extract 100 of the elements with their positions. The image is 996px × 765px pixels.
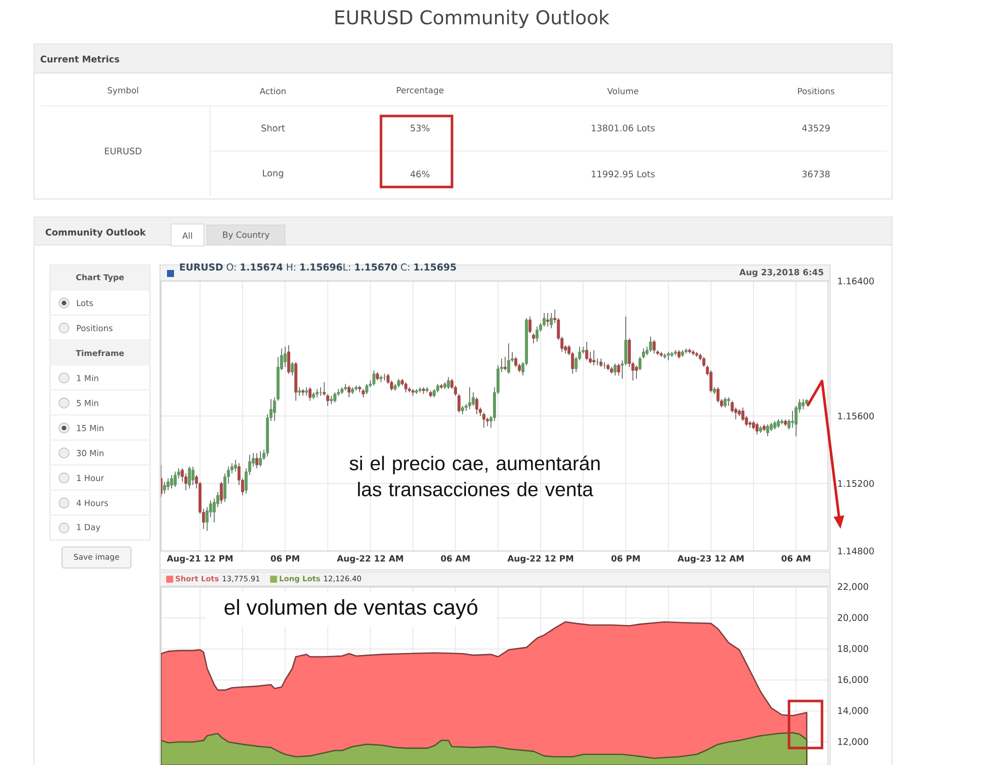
text: Community Outlook	[46, 228, 146, 238]
y-tick-label: 1.16400	[838, 278, 874, 284]
candlestick	[255, 452, 258, 469]
candlestick	[348, 385, 351, 398]
text: Short	[262, 124, 285, 132]
y-tick-label: 18,000	[838, 645, 868, 653]
x-tick-label: Aug-23 12 AM	[678, 555, 744, 564]
text: 13801.06 Lots	[592, 124, 655, 132]
text: 4 Hours	[76, 500, 108, 506]
candlestick	[507, 343, 510, 374]
text: Percentage	[396, 87, 444, 95]
candlestick	[166, 478, 170, 491]
annotation: si el precio cae, aumentarán las transacciones de venta	[350, 456, 600, 496]
candlestick	[446, 376, 450, 390]
candlestick	[206, 506, 209, 532]
text: Chart Type	[76, 274, 124, 282]
candlestick	[365, 384, 368, 394]
candlestick	[163, 482, 166, 494]
y-tick-label: 16,000	[838, 676, 868, 684]
candlestick	[794, 406, 798, 437]
x-tick-label: Aug-22 12 PM	[507, 555, 574, 564]
x-tick-label: Aug-22 12 AM	[336, 555, 403, 564]
x-tick-label: 06 AM	[440, 555, 470, 562]
candlestick	[287, 344, 290, 374]
candlestick	[599, 358, 602, 368]
candlestick	[290, 362, 294, 376]
candlestick	[344, 384, 347, 391]
candlestick	[258, 451, 262, 467]
text: Timeframe	[76, 350, 124, 356]
text: 11992.95 Lots	[592, 170, 655, 178]
y-tick-label: 12,000	[838, 738, 868, 746]
candlestick	[482, 412, 486, 428]
text: 5 Min	[76, 400, 98, 406]
candlestick	[170, 474, 174, 489]
candlestick	[766, 424, 770, 437]
candlestick	[702, 356, 706, 368]
candlestick	[188, 466, 191, 489]
annotation: el volumen de ventas cayó	[224, 598, 478, 620]
text: Action	[260, 88, 286, 94]
text: By Country	[223, 231, 270, 240]
candlestick	[532, 333, 536, 344]
text: 43529	[802, 124, 830, 132]
y-tick-label: 20,000	[838, 614, 868, 622]
candlestick	[617, 363, 620, 376]
y-tick-label: 1.15200	[838, 480, 874, 487]
text: 30 Min	[76, 450, 104, 456]
text: 15 Min	[77, 424, 104, 432]
candlestick	[709, 370, 712, 393]
candlestick	[649, 336, 652, 352]
candlestick	[592, 350, 596, 366]
text: EURUSD	[105, 148, 142, 154]
x-tick-label: 06 PM	[611, 555, 640, 562]
candlestick	[652, 340, 656, 354]
candlestick	[191, 466, 194, 486]
candlestick	[422, 387, 426, 394]
chart-subtitle: Aug 23,2018 6:45	[739, 268, 824, 278]
candlestick	[468, 387, 472, 410]
x-tick-label: 06 PM	[270, 555, 300, 562]
candlestick	[304, 387, 308, 396]
text: Positions	[798, 88, 834, 94]
candlestick	[333, 392, 336, 403]
candlestick	[379, 375, 382, 383]
candlestick	[791, 410, 794, 428]
text: Lots	[77, 300, 93, 306]
text: Positions	[77, 324, 112, 332]
text: Long	[263, 170, 284, 178]
candlestick	[756, 422, 759, 435]
candlestick	[404, 382, 408, 393]
candlestick	[724, 397, 727, 408]
text: Current Metrics	[40, 56, 120, 62]
candlestick	[546, 312, 550, 327]
candlestick	[748, 420, 752, 428]
x-tick-label: Aug-21 12 PM	[166, 555, 233, 564]
text: 53%	[410, 124, 430, 132]
candlestick	[550, 312, 553, 329]
candlestick	[174, 471, 177, 488]
candlestick	[230, 462, 234, 474]
x-tick-label: 06 AM	[782, 555, 810, 562]
text: All	[182, 232, 192, 239]
text: 36738	[802, 170, 830, 178]
text: EURUSD Community Outlook	[335, 10, 610, 28]
text: 46%	[410, 170, 430, 178]
candlestick	[414, 388, 418, 394]
candlestick	[308, 387, 312, 402]
candlestick	[536, 326, 539, 342]
chart-title: EURUSD O: 1.15674 H: 1.15696L: 1.15670 C: 1.15695	[180, 263, 456, 271]
y-tick-label: 1.15600	[838, 412, 874, 420]
candlestick	[504, 356, 507, 371]
candlestick	[284, 346, 287, 368]
text: 1 Min	[77, 374, 98, 382]
text: Symbol	[108, 86, 138, 96]
text: 1 Day	[77, 524, 100, 532]
candlestick	[528, 316, 532, 334]
y-tick-label: 22,000	[838, 583, 868, 591]
y-tick-label: 1.14800	[838, 548, 874, 554]
candlestick	[802, 398, 805, 410]
candlestick	[614, 363, 617, 376]
candlestick	[585, 341, 588, 361]
text: 1 Hour	[77, 474, 104, 482]
candlestick	[326, 394, 330, 406]
